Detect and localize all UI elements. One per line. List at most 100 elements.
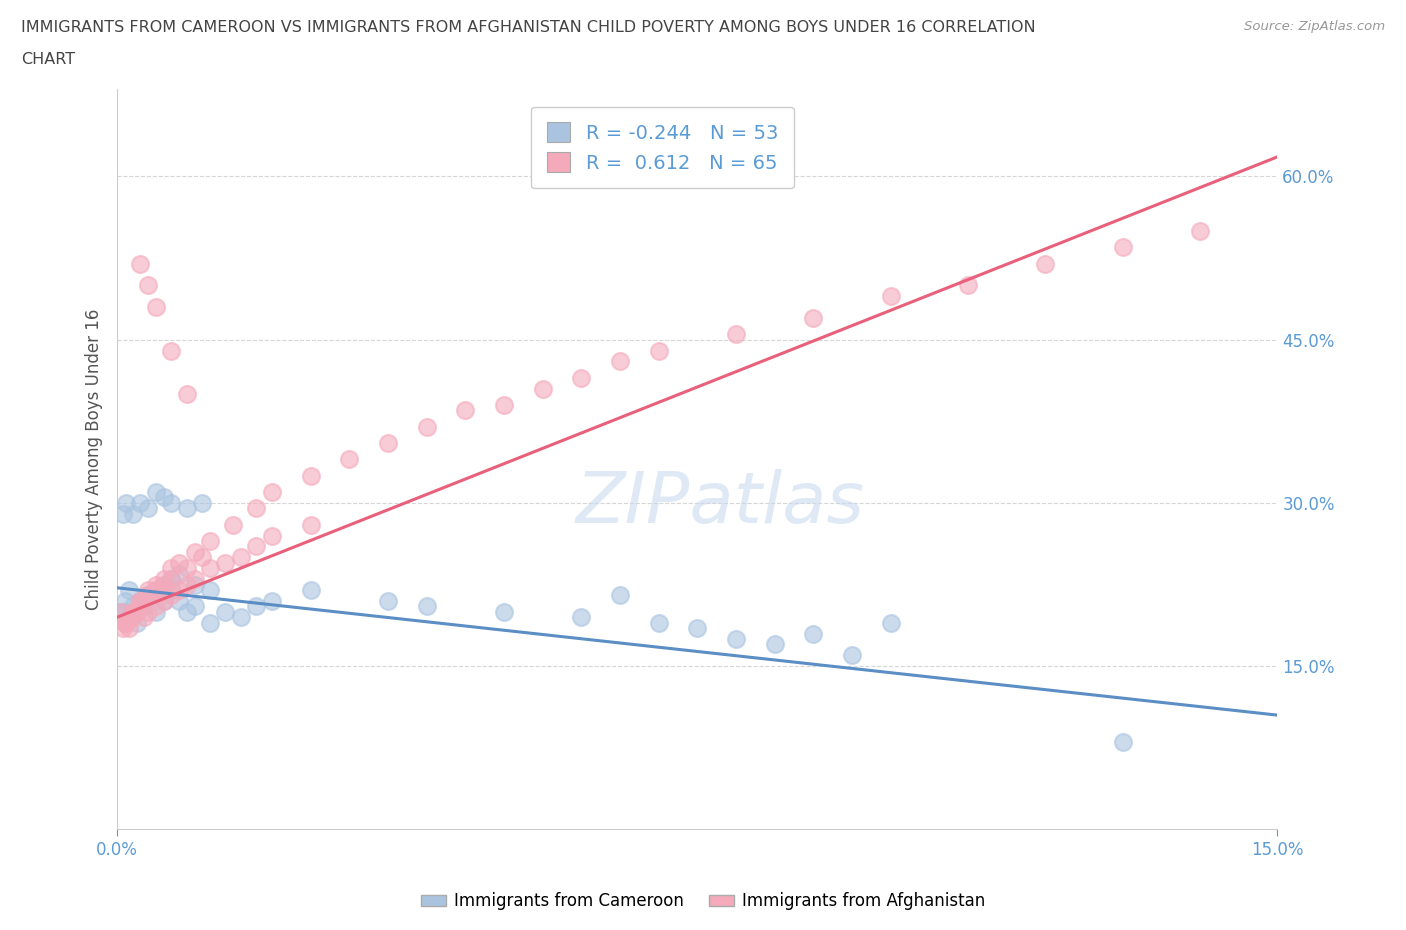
Point	[183, 544, 205, 559]
Point	[134, 599, 156, 614]
Point	[176, 561, 198, 576]
Point	[160, 343, 183, 358]
Point	[114, 615, 136, 630]
Point	[136, 588, 159, 603]
Point	[112, 506, 135, 521]
Point	[260, 485, 283, 499]
Point	[152, 490, 174, 505]
Point	[167, 566, 190, 581]
Point	[136, 604, 159, 619]
Point	[260, 593, 283, 608]
Point	[686, 620, 709, 635]
Point	[115, 496, 138, 511]
Point	[129, 593, 152, 608]
Point	[136, 582, 159, 597]
Point	[136, 588, 159, 603]
Point	[145, 578, 167, 592]
Point	[121, 604, 143, 619]
Point	[176, 387, 198, 402]
Point	[152, 593, 174, 608]
Point	[647, 615, 669, 630]
Point	[145, 582, 167, 597]
Point	[136, 278, 159, 293]
Point	[145, 604, 167, 619]
Point	[1112, 735, 1135, 750]
Point	[152, 578, 174, 592]
Point	[110, 604, 132, 619]
Point	[152, 578, 174, 592]
Point	[191, 550, 214, 565]
Point	[145, 485, 167, 499]
Point	[112, 620, 135, 635]
Text: CHART: CHART	[21, 52, 75, 67]
Point	[176, 578, 198, 592]
Point	[198, 615, 221, 630]
Point	[879, 615, 901, 630]
Point	[245, 501, 267, 516]
Point	[1112, 240, 1135, 255]
Point	[129, 496, 152, 511]
Point	[229, 610, 252, 625]
Point	[609, 354, 631, 369]
Point	[299, 469, 322, 484]
Point	[129, 593, 152, 608]
Point	[145, 582, 167, 597]
Point	[129, 593, 152, 608]
Point	[1189, 223, 1212, 238]
Point	[198, 582, 221, 597]
Point	[114, 593, 136, 608]
Point	[609, 588, 631, 603]
Point	[145, 599, 167, 614]
Point	[160, 496, 183, 511]
Point	[724, 631, 747, 646]
Point	[724, 326, 747, 341]
Point	[222, 517, 245, 532]
Point	[841, 648, 863, 663]
Point	[160, 572, 183, 587]
Point	[160, 572, 183, 587]
Point	[176, 604, 198, 619]
Point	[299, 517, 322, 532]
Point	[160, 561, 183, 576]
Point	[118, 620, 141, 635]
Text: Source: ZipAtlas.com: Source: ZipAtlas.com	[1244, 20, 1385, 33]
Point	[415, 599, 437, 614]
Point	[167, 555, 190, 570]
Point	[569, 370, 592, 385]
Point	[337, 452, 360, 467]
Point	[801, 311, 824, 325]
Point	[129, 593, 152, 608]
Point	[377, 593, 399, 608]
Point	[183, 578, 205, 592]
Point	[114, 604, 136, 619]
Point	[121, 604, 143, 619]
Legend: Immigrants from Cameroon, Immigrants from Afghanistan: Immigrants from Cameroon, Immigrants fro…	[413, 885, 993, 917]
Point	[801, 626, 824, 641]
Point	[647, 343, 669, 358]
Text: IMMIGRANTS FROM CAMEROON VS IMMIGRANTS FROM AFGHANISTAN CHILD POVERTY AMONG BOYS: IMMIGRANTS FROM CAMEROON VS IMMIGRANTS F…	[21, 20, 1036, 35]
Point	[1033, 256, 1056, 271]
Point	[245, 539, 267, 554]
Point	[110, 604, 132, 619]
Point	[160, 582, 183, 597]
Point	[136, 501, 159, 516]
Point	[454, 403, 477, 418]
Point	[121, 604, 143, 619]
Point	[136, 588, 159, 603]
Point	[125, 604, 148, 619]
Point	[152, 593, 174, 608]
Point	[121, 610, 143, 625]
Point	[198, 561, 221, 576]
Point	[121, 599, 143, 614]
Point	[114, 615, 136, 630]
Point	[531, 381, 554, 396]
Point	[299, 582, 322, 597]
Point	[129, 599, 152, 614]
Point	[415, 419, 437, 434]
Point	[134, 610, 156, 625]
Point	[956, 278, 979, 293]
Point	[191, 496, 214, 511]
Point	[118, 582, 141, 597]
Y-axis label: Child Poverty Among Boys Under 16: Child Poverty Among Boys Under 16	[86, 309, 103, 610]
Point	[377, 435, 399, 450]
